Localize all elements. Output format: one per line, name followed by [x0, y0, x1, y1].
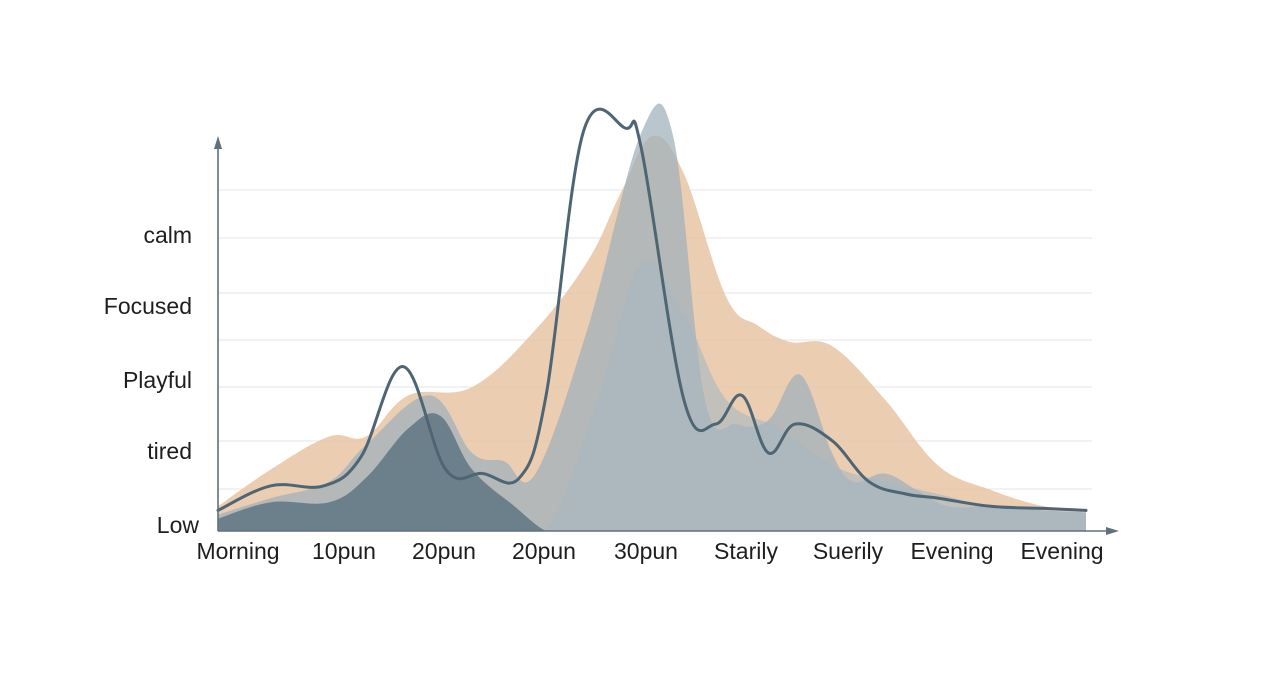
x-axis-arrowhead	[1106, 527, 1119, 535]
y-tick-label: Focused	[104, 293, 192, 319]
y-tick-label: Playful	[123, 367, 192, 393]
x-tick-label: 20pun	[412, 538, 476, 564]
tick-labels: Morning 10pun 20pun 20pun 30pun Starily Sueril…	[104, 222, 1104, 564]
area-series-dark-slate-area	[218, 413, 568, 531]
y-axis-arrowhead	[214, 136, 222, 149]
line-series-mood-line	[216, 107, 1088, 512]
series-layer	[216, 103, 1088, 532]
y-tick-label: tired	[147, 438, 192, 464]
x-tick-label: 30pun	[614, 538, 678, 564]
x-tick-label: Suerily	[813, 538, 884, 564]
y-tick-label: calm	[143, 222, 192, 248]
y-tick-label: Low	[157, 512, 200, 538]
x-tick-label: Morning	[196, 538, 279, 564]
x-tick-label: Starily	[714, 538, 778, 564]
x-tick-label: Evening	[1020, 538, 1103, 564]
area-series-light-steel-area	[218, 260, 1086, 531]
x-tick-label: Evening	[910, 538, 993, 564]
x-tick-label: 20pun	[512, 538, 576, 564]
axes	[214, 136, 1119, 535]
x-tick-label: 10pun	[312, 538, 376, 564]
